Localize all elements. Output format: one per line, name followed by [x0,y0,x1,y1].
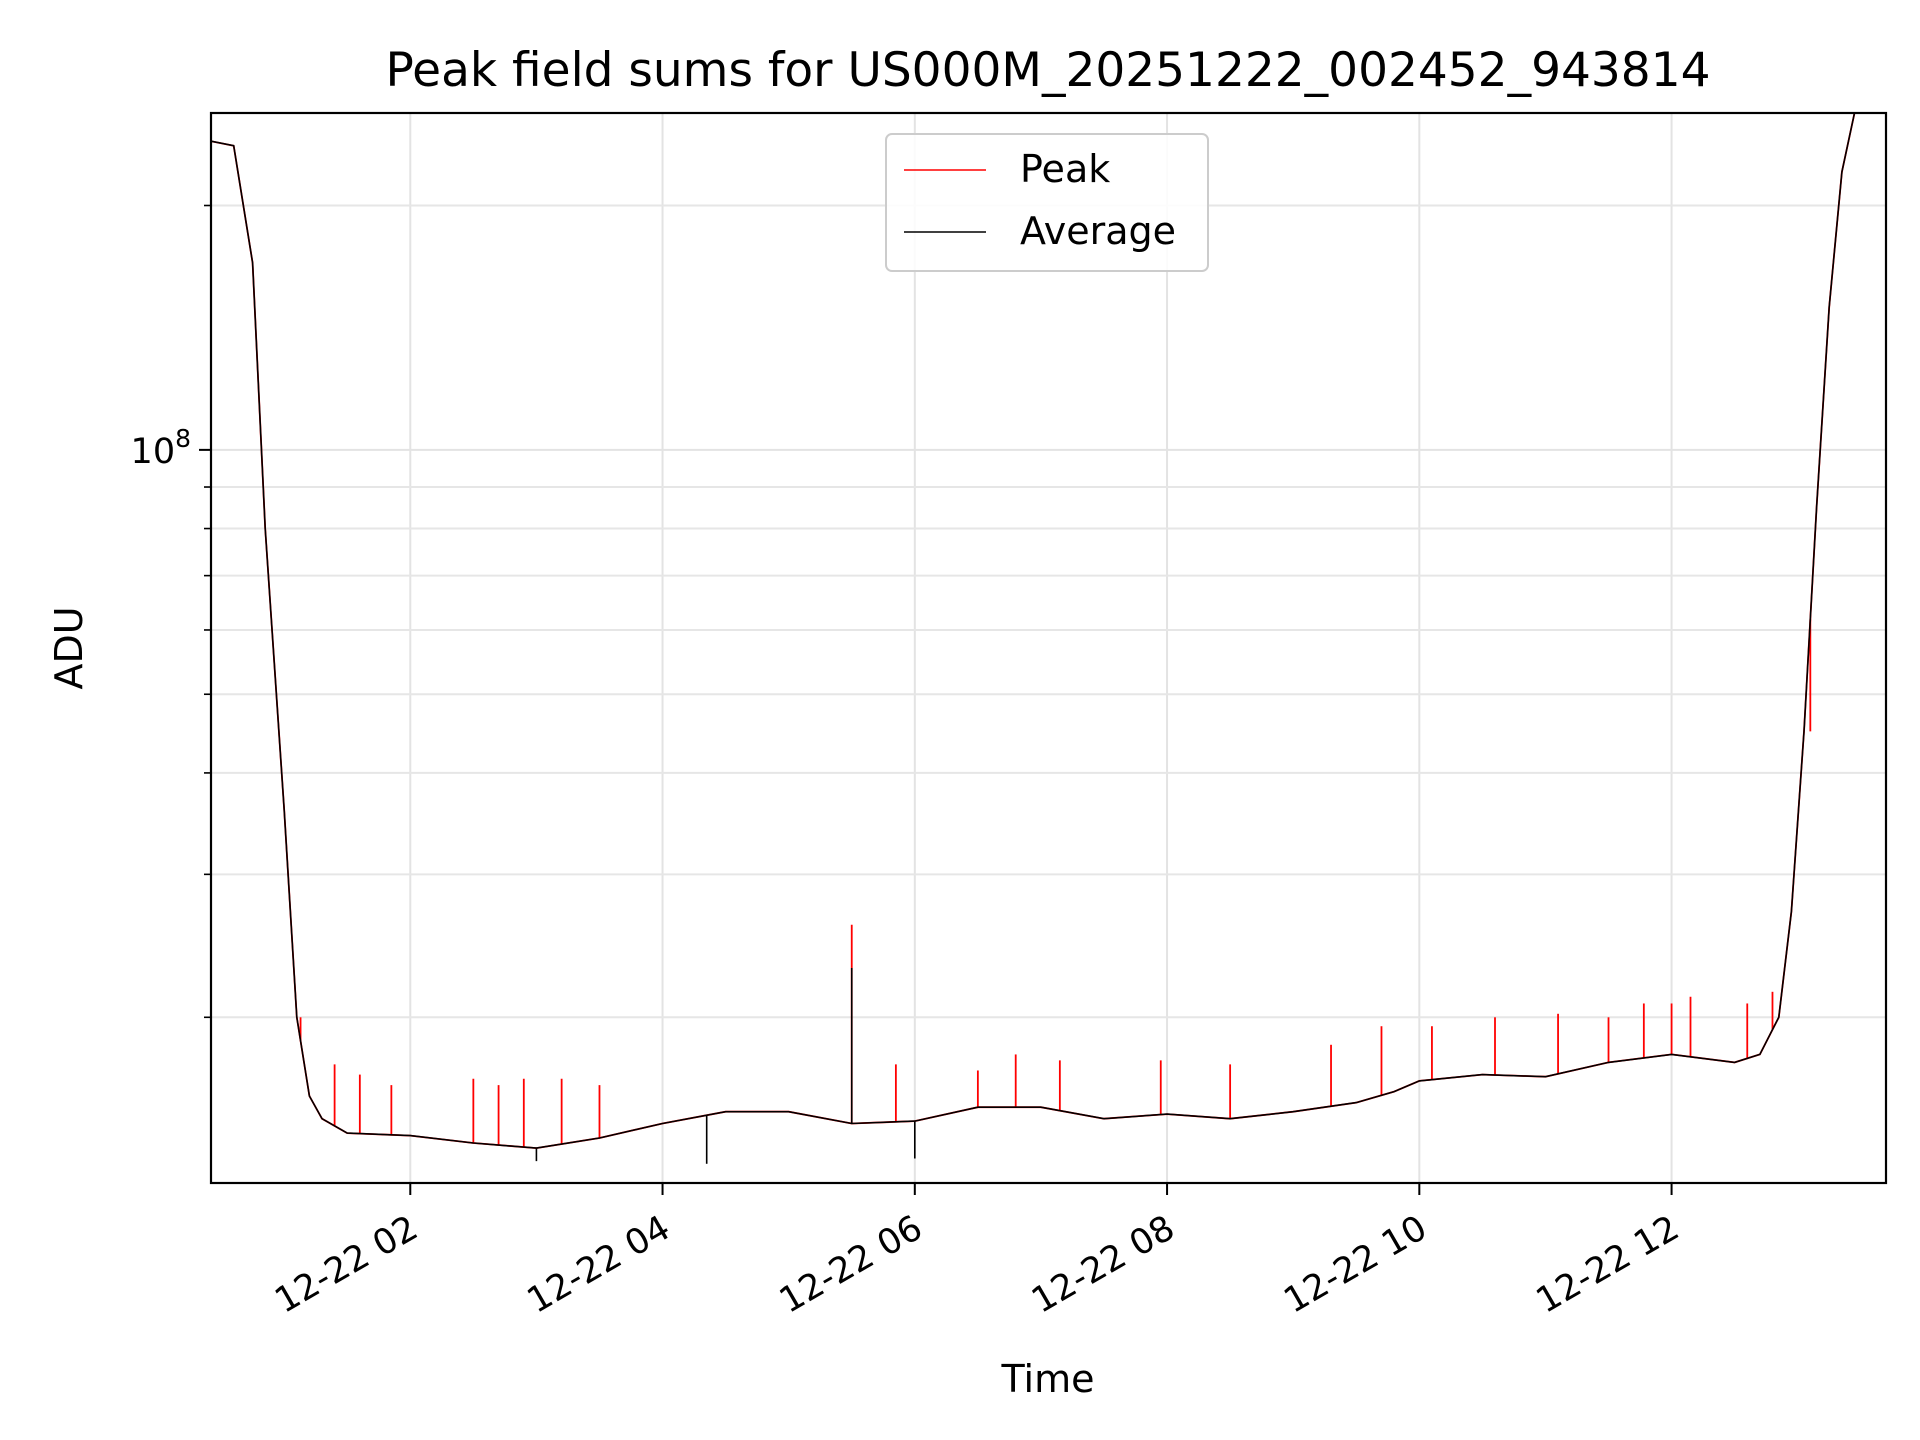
series-layer [211,113,1886,1164]
y-axis-label: ADU [47,606,91,689]
average-series-line [211,113,1886,1149]
legend-peak-label: Peak [1020,147,1110,191]
y-axis: 108 [131,204,211,1019]
chart-title: Peak field sums for US000M_20251222_0024… [386,43,1711,98]
legend-average-label: Average [1020,209,1176,253]
legend: Peak Average [885,133,1209,272]
legend-box [885,133,1209,272]
y-tick-label: 108 [131,424,191,472]
x-axis-label: Time [1001,1357,1095,1401]
plot-frame [209,111,1888,1185]
